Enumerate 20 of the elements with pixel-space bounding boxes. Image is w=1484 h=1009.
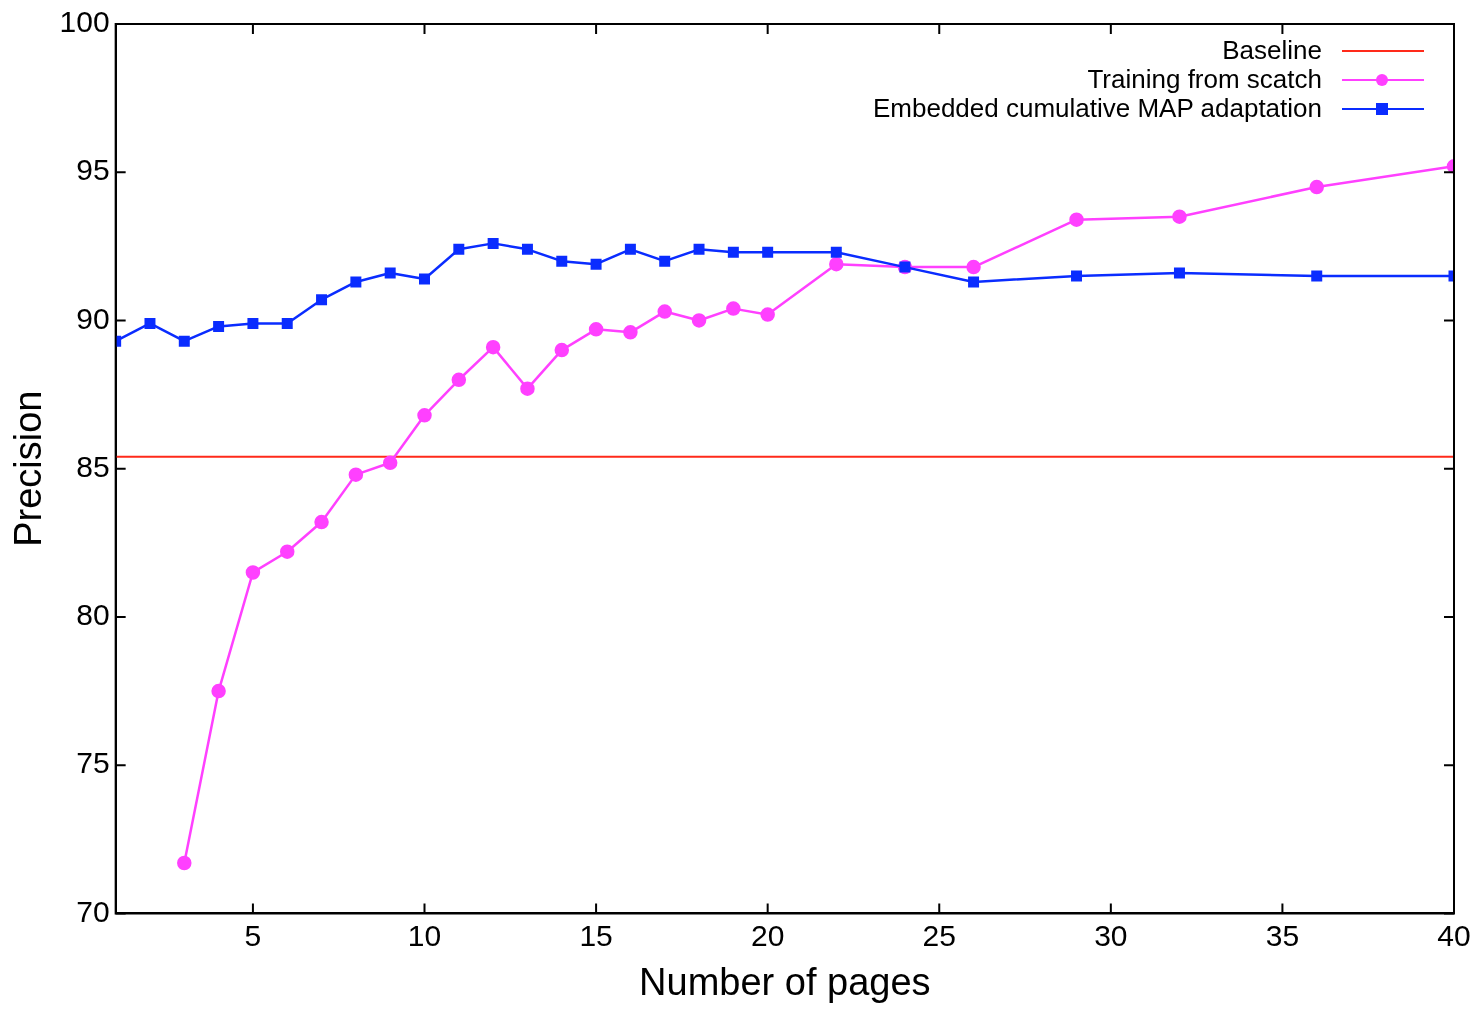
legend-label: Baseline (1222, 35, 1322, 66)
y-tick-label: 70 (76, 894, 110, 928)
y-tick-label: 75 (76, 746, 110, 780)
y-tick-label: 85 (76, 449, 110, 483)
x-tick-label: 20 (750, 918, 785, 952)
y-tick-label: 90 (76, 301, 110, 335)
y-tick-label: 95 (76, 153, 110, 187)
x-tick-label: 10 (407, 918, 442, 952)
x-tick-label: 5 (244, 918, 262, 952)
x-axis-title: Number of pages (639, 960, 931, 1003)
legend-label: Training from scatch (1087, 64, 1322, 95)
x-tick-label: 40 (1437, 918, 1471, 952)
y-tick-label: 80 (76, 598, 110, 632)
x-tick-label: 35 (1265, 918, 1300, 952)
x-tick-label: 15 (579, 918, 613, 952)
y-tick-label: 100 (59, 5, 110, 39)
x-tick-label: 25 (922, 918, 956, 952)
x-tick-label: 30 (1094, 918, 1128, 952)
legend-label: Embedded cumulative MAP adaptation (872, 93, 1322, 124)
y-axis-title: Precision (7, 390, 50, 547)
